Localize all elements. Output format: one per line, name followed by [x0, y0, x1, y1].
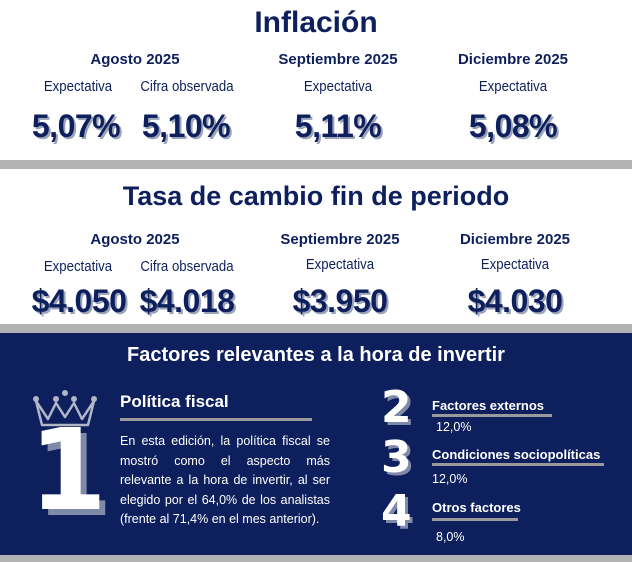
bottom-divider	[0, 555, 632, 562]
expectation-label: Expectativa	[303, 78, 373, 95]
inflation-august-block: Agosto 2025	[30, 51, 240, 68]
factor-underline	[432, 414, 552, 417]
observed-label: Cifra observada	[140, 258, 234, 275]
crown-icon	[33, 390, 97, 427]
expectation-label: Expectativa	[43, 258, 113, 275]
factors-panel	[0, 333, 632, 555]
factor-value: 12,0%	[432, 472, 468, 486]
inflation-august-expectation: 5,07%	[31, 108, 121, 144]
period-label: Diciembre 2025	[457, 51, 569, 68]
factor-value: 12,0%	[436, 420, 472, 434]
factors-title: Factores relevantes a la hora de inverti…	[127, 344, 505, 366]
factor-name: Factores externos	[432, 398, 544, 413]
inflation-december-expectation: 5,08%	[468, 108, 558, 144]
factor-underline	[432, 518, 518, 521]
section-divider	[0, 160, 632, 169]
exchange-rate-title: Tasa de cambio fin de periodo	[122, 181, 510, 211]
exchange-august-expectation: $4.050	[31, 283, 127, 319]
section-divider	[0, 324, 632, 333]
rank-one-number: 1	[29, 406, 107, 536]
inflation-title: Inflación	[254, 6, 378, 39]
period-label: Diciembre 2025	[459, 231, 571, 248]
period-label: Septiembre 2025	[278, 51, 398, 68]
rank-three-number: 3	[381, 432, 412, 483]
inflation-august-observed: 5,10%	[141, 108, 231, 144]
observed-label: Cifra observada	[140, 78, 234, 95]
factor-name: Otros factores	[432, 500, 521, 515]
exchange-september-expectation: $3.950	[292, 283, 388, 319]
rank-four-number: 4	[381, 486, 412, 537]
expectation-label: Expectativa	[305, 256, 375, 273]
first-factor-description: En esta edición, la política fiscal se m…	[120, 434, 330, 526]
first-factor-name: Política fiscal	[120, 392, 229, 411]
inflation-september-expectation: 5,11%	[294, 108, 382, 144]
expectation-label: Expectativa	[480, 256, 550, 273]
expectation-label: Expectativa	[43, 78, 113, 95]
period-label: Agosto 2025	[90, 231, 180, 248]
factor-name: Condiciones sociopolíticas	[432, 447, 601, 462]
expectation-label: Expectativa	[478, 78, 548, 95]
period-label: Agosto 2025	[90, 51, 180, 68]
exchange-august-observed: $4.018	[139, 283, 235, 319]
rank-two-number: 2	[381, 382, 412, 433]
factor-value: 8,0%	[436, 530, 465, 544]
first-factor-underline	[120, 418, 312, 421]
factor-underline	[432, 463, 604, 466]
period-label: Septiembre 2025	[280, 231, 400, 248]
exchange-december-expectation: $4.030	[467, 283, 563, 319]
